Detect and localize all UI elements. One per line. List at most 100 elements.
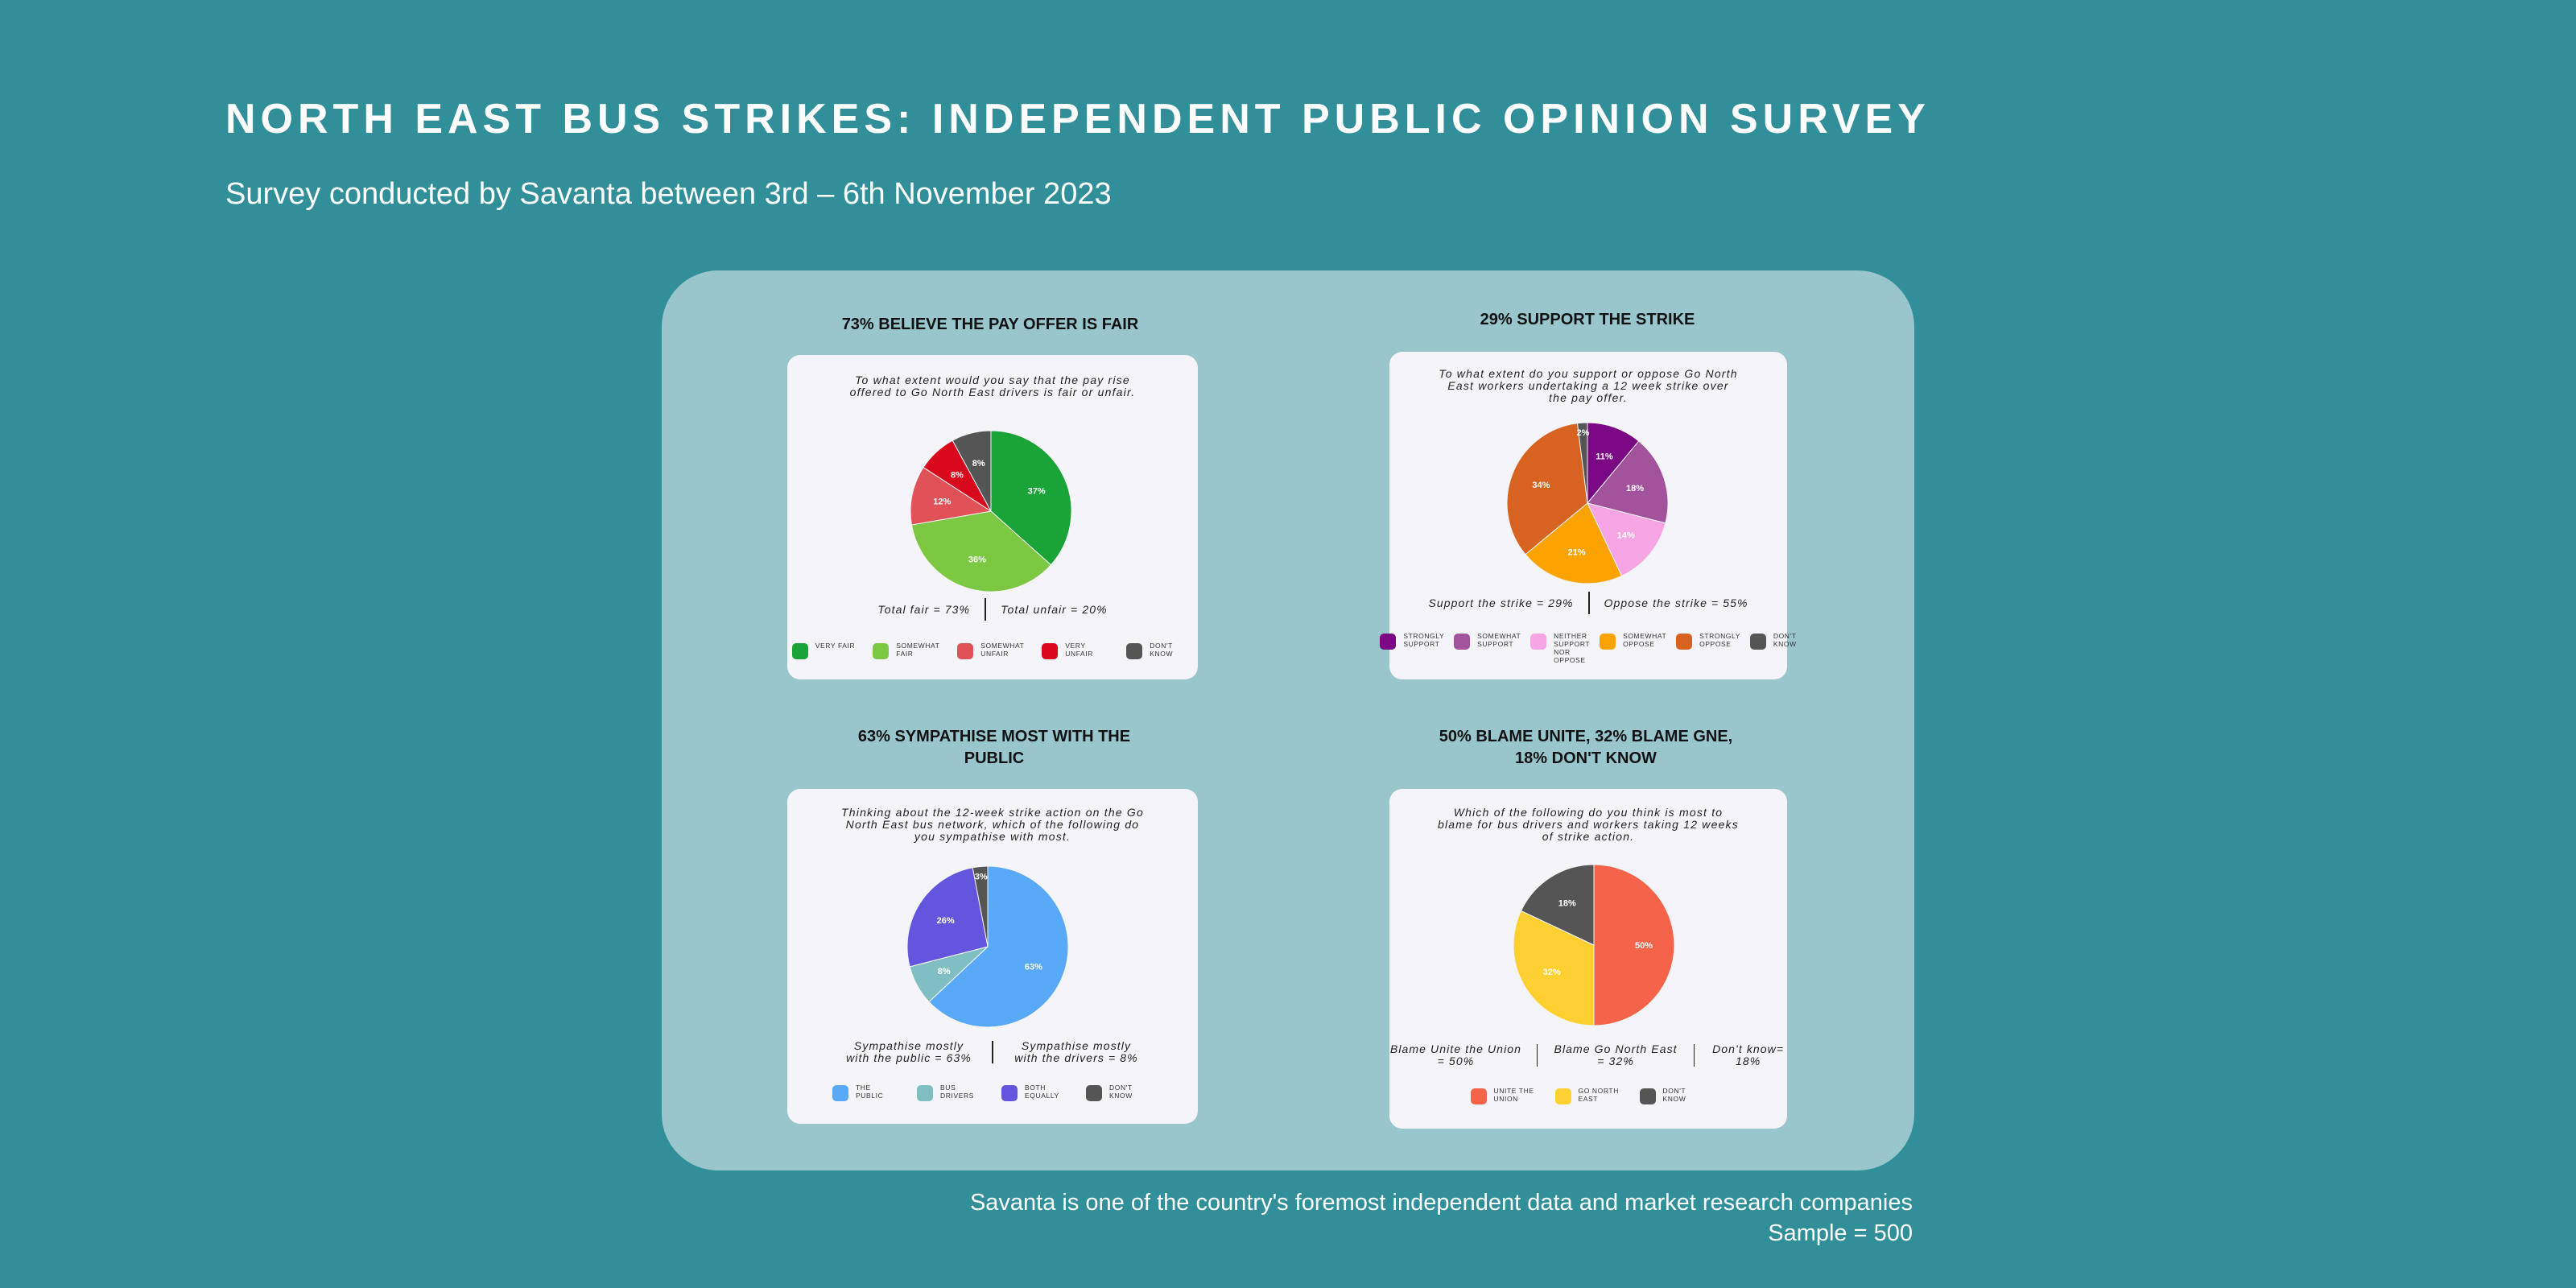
legend-swatch [791, 643, 808, 659]
chart-3-question: Thinking about the 12-week strike action… [841, 806, 1144, 843]
chart-2-totals: Support the strike = 29% Oppose the strik… [1389, 592, 1787, 614]
legend-label: DON'T KNOW [1662, 1087, 1686, 1103]
chart-1-slice-somewhat-unfair [910, 466, 993, 526]
chart-2-pie: 11% 18% 14% 21% 34% 2% [1506, 422, 1669, 584]
chart-2-label-strongly-support: 11% [1596, 452, 1613, 462]
legend-swatch [1530, 634, 1547, 650]
legend-label: SOMEWHAT FAIR [896, 642, 940, 658]
chart-2-legend: STRONGLY SUPPORT SOMEWHAT SUPPORT NEITHER … [1380, 632, 1796, 664]
chart-1-legend-item-very-fair: VERY FAIR [791, 642, 856, 659]
legend-swatch [1749, 634, 1766, 650]
totals-separator [985, 598, 987, 621]
chart-1-slice-somewhat-fair [910, 510, 1052, 592]
legend-label: UNITE THE UNION [1493, 1087, 1534, 1103]
legend-swatch [1676, 634, 1693, 650]
chart-1-label-don-t-know: 8% [972, 459, 985, 469]
chart-3-legend-item-the-public: THE PUBLIC [832, 1084, 899, 1101]
chart-4-pie: 50% 32% 18% [1513, 864, 1675, 1026]
chart-2-legend-item-somewhat-oppose: SOMEWHAT OPPOSE [1600, 632, 1666, 650]
legend-label: STRONGLY OPPOSE [1699, 632, 1740, 648]
chart-2-legend-item-don-t-know: DON'T KNOW [1749, 632, 1797, 650]
legend-label: DON'T KNOW [1150, 642, 1174, 658]
legend-swatch [1126, 643, 1143, 659]
chart-1-legend-item-don-t-know: DON'T KNOW [1126, 642, 1193, 659]
totals-separator [1536, 1044, 1538, 1067]
chart-2-slice-strongly-support [1587, 422, 1640, 505]
chart-1-total-2: Total unfair = 20% [1001, 602, 1108, 616]
chart-2-label-somewhat-oppose: 21% [1567, 548, 1585, 558]
chart-4-slice-unite-the-union [1593, 864, 1675, 1026]
footer-description: Savanta is one of the country's foremost… [969, 1190, 1913, 1216]
chart-4-total-2: Blame Go North East = 32% [1554, 1042, 1678, 1067]
chart-4-heading: 50% BLAME UNITE, 32% BLAME GNE, 18% DON'… [1439, 728, 1733, 767]
legend-swatch [1380, 634, 1397, 650]
chart-1-label-somewhat-unfair: 12% [933, 497, 951, 507]
chart-1-legend-item-somewhat-unfair: SOMEWHAT UNFAIR [957, 642, 1024, 659]
legend-swatch [1470, 1088, 1487, 1104]
chart-3-legend-item-don-t-know: DON'T KNOW [1086, 1084, 1153, 1101]
chart-3-slice-both-equally [906, 867, 989, 968]
chart-2-card: To what extent do you support or oppose … [1380, 352, 1796, 679]
chart-3-label-don-t-know: 3% [975, 872, 988, 881]
legend-label: BUS DRIVERS [940, 1084, 974, 1100]
chart-3-total-2: Sympathise mostly with the drivers = 8% [1014, 1039, 1138, 1064]
footer-sample-size: Sample = 500 [1768, 1220, 1913, 1246]
legend-swatch [1554, 1088, 1571, 1104]
legend-swatch [917, 1085, 933, 1101]
chart-2-slice-neither-support-nor-oppose [1587, 502, 1666, 577]
chart-1-label-very-fair: 37% [1028, 487, 1046, 497]
legend-label: DON'T KNOW [1773, 632, 1797, 648]
chart-4-total-1: Blame Unite the Union = 50% [1389, 1042, 1522, 1067]
legend-swatch [1639, 1088, 1656, 1104]
chart-4-question: Which of the following do you think is m… [1438, 806, 1739, 843]
legend-label: NEITHER SUPPORT NOR OPPOSE [1554, 632, 1591, 664]
page-title: NORTH EAST BUS STRIKES: INDEPENDENT PUBL… [225, 96, 1930, 142]
legend-swatch [1454, 634, 1471, 650]
chart-4-slice-don-t-know [1520, 864, 1595, 946]
chart-4-legend-item-unite-the-union: UNITE THE UNION [1470, 1087, 1538, 1104]
chart-3-slice-the-public [928, 865, 1069, 1028]
chart-4-legend: UNITE THE UNION GO NORTH EAST DON'T KNOW [1389, 1087, 1787, 1104]
chart-3-label-both-equally: 26% [937, 916, 955, 926]
legend-swatch [1042, 643, 1059, 659]
chart-2-question: To what extent do you support or oppose … [1439, 367, 1738, 404]
legend-swatch [957, 643, 974, 659]
chart-1-legend: VERY FAIR SOMEWHAT FAIR SOMEWHAT UNFAIR VER… [787, 642, 1198, 659]
legend-label: VERY UNFAIR [1065, 642, 1094, 658]
chart-3-pie: 63% 8% 26% 3% [906, 865, 1069, 1028]
chart-1-totals: Total fair = 73% Total unfair = 20% [787, 598, 1198, 621]
chart-4-legend-item-go-north-east: GO NORTH EAST [1554, 1087, 1622, 1104]
chart-1-label-very-unfair: 8% [951, 470, 964, 480]
chart-3-legend: THE PUBLIC BUS DRIVERS BOTH EQUALLY DON'T K… [787, 1084, 1198, 1101]
chart-1-card: To what extent would you say that the pa… [787, 355, 1198, 679]
chart-3-legend-item-both-equally: BOTH EQUALLY [1001, 1084, 1068, 1101]
chart-4-label-go-north-east: 32% [1543, 968, 1561, 977]
legend-swatch [1086, 1085, 1102, 1101]
chart-2-slice-somewhat-support [1587, 440, 1669, 524]
chart-2-slice-strongly-oppose [1506, 423, 1588, 555]
legend-label: DON'T KNOW [1109, 1084, 1133, 1100]
legend-label: THE PUBLIC [856, 1084, 884, 1100]
chart-3-label-bus-drivers: 8% [938, 967, 951, 976]
legend-label: SOMEWHAT UNFAIR [980, 642, 1025, 658]
chart-4-legend-item-don-t-know: DON'T KNOW [1639, 1087, 1707, 1104]
legend-swatch [1001, 1085, 1018, 1101]
chart-4-label-unite-the-union: 50% [1635, 941, 1653, 951]
legend-label: BOTH EQUALLY [1025, 1084, 1059, 1100]
chart-1-slice-very-fair [990, 430, 1072, 566]
chart-1-pie: 37% 36% 12% 8% 8% [910, 430, 1072, 592]
chart-2-slice-don-t-know [1576, 422, 1588, 504]
legend-swatch [1600, 634, 1616, 650]
chart-3-totals: Sympathise mostly with the public = 63% S… [787, 1040, 1198, 1064]
chart-2-slice-somewhat-oppose [1525, 502, 1623, 584]
chart-2-label-strongly-oppose: 34% [1532, 481, 1550, 490]
chart-2-label-somewhat-support: 18% [1626, 484, 1644, 493]
legend-swatch [832, 1085, 848, 1101]
chart-2-legend-item-neither-support-nor-oppose: NEITHER SUPPORT NOR OPPOSE [1530, 632, 1590, 664]
legend-label: SOMEWHAT SUPPORT [1477, 632, 1521, 648]
chart-3-legend-item-bus-drivers: BUS DRIVERS [917, 1084, 984, 1101]
chart-3-slice-don-t-know [972, 865, 989, 947]
chart-2-label-neither-support-nor-oppose: 14% [1617, 531, 1635, 541]
totals-separator [992, 1041, 993, 1063]
chart-2-legend-item-strongly-support: STRONGLY SUPPORT [1380, 632, 1444, 650]
